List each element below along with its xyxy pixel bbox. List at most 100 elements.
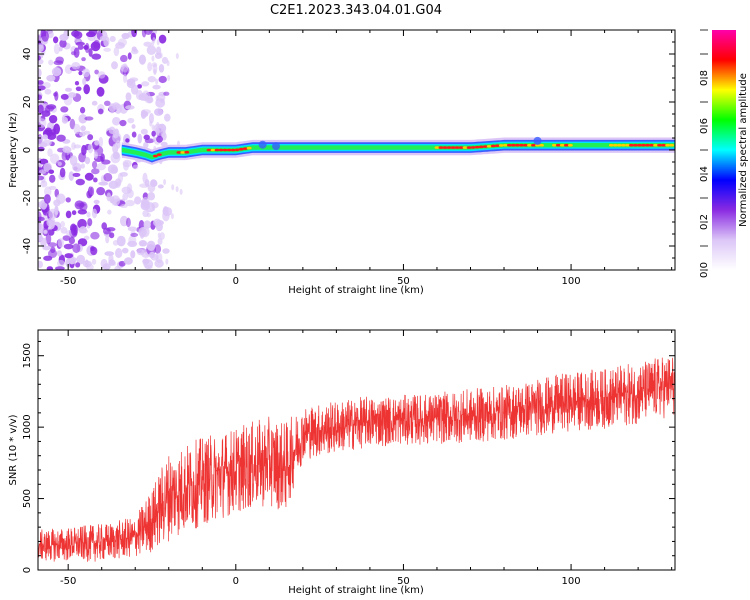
trace-core-blob xyxy=(442,146,448,149)
trace-core-blob xyxy=(246,146,252,150)
x-tick-label: -50 xyxy=(60,576,76,587)
trace-core-blob xyxy=(620,143,626,147)
snr-y-tick-labels: 0 500 1000 1500 xyxy=(22,343,33,573)
trace-core-blob xyxy=(482,145,488,148)
trace-core-blob xyxy=(612,143,618,147)
y-tick-label: 20 xyxy=(22,96,33,109)
spectrogram-x-axis-label: Height of straight line (km) xyxy=(288,285,424,296)
trace-bump xyxy=(533,136,542,145)
trace-core-blob xyxy=(152,154,158,158)
trace-core-blob xyxy=(218,148,224,152)
trace-core-blob xyxy=(637,143,642,147)
snr-x-tick-labels: -50 0 50 100 xyxy=(60,576,581,587)
trace-core-blob xyxy=(458,146,464,149)
trace-core-blob xyxy=(641,143,646,147)
trace-core-blob xyxy=(519,143,524,147)
trace-core-blob xyxy=(653,143,658,147)
trace-core-blob xyxy=(454,146,460,149)
y-tick-label: 0 xyxy=(22,147,33,153)
trace-core-blob xyxy=(450,146,456,149)
trace-core-blob xyxy=(434,146,440,149)
colorbar-tick-labels: 0.0 0.2 0.4 0.6 0.8 xyxy=(699,70,710,278)
y-tick-label: -20 xyxy=(22,190,33,206)
trace-core-blob xyxy=(669,143,675,147)
trace-core-blob xyxy=(234,148,240,152)
trace-core-blob xyxy=(238,147,244,151)
trace-core-blob xyxy=(645,143,650,147)
colorbar-tick-label: 0.0 xyxy=(699,262,710,278)
trace-core-blob xyxy=(210,148,216,152)
trace-core-blob xyxy=(539,143,544,147)
trace-core-blob xyxy=(490,144,496,148)
colorbar-gradient xyxy=(712,30,736,270)
trace-core-blob xyxy=(498,144,504,147)
y-tick-label: 0 xyxy=(22,567,33,573)
x-tick-label: 50 xyxy=(397,276,410,287)
colorbar-label: Normalized spectral amplitude xyxy=(738,73,749,227)
spectrogram-x-tick-labels: -50 0 50 100 xyxy=(60,276,581,287)
trace-core-blob xyxy=(531,143,536,147)
trace-core-blob xyxy=(665,143,671,147)
trace-core-blob xyxy=(523,143,528,147)
x-tick-label: 100 xyxy=(562,576,581,587)
trace-core-blob xyxy=(226,148,232,152)
trace-core-blob xyxy=(629,143,634,147)
spectrogram-y-axis-label: Frequency (Hz) xyxy=(8,112,19,188)
x-tick-label: -50 xyxy=(60,276,76,287)
spectrogram-signal-trace xyxy=(121,136,675,165)
trace-core-blob xyxy=(551,143,557,147)
spectrogram-panel: -50 0 50 100 -40 -20 0 20 40 Height of straight… xyxy=(8,29,676,296)
spectrogram-noise xyxy=(38,30,183,270)
trace-core-blob xyxy=(633,143,638,147)
snr-frame xyxy=(37,329,676,571)
colorbar-tick-label: 0.6 xyxy=(699,118,710,134)
trace-core-blob xyxy=(486,144,492,148)
trace-core-blob xyxy=(559,143,565,147)
trace-core-blob xyxy=(176,151,182,154)
figure-title: C2E1.2023.343.04.01.G04 xyxy=(270,3,442,18)
trace-core-blob xyxy=(515,143,520,147)
trace-bump xyxy=(258,140,267,149)
trace-core-blob xyxy=(438,146,444,149)
snr-series-line xyxy=(38,357,675,562)
y-tick-label: 500 xyxy=(22,489,33,508)
snr-x-axis-label: Height of straight line (km) xyxy=(288,585,424,596)
trace-core-blob xyxy=(470,146,476,149)
colorbar-tick-label: 0.4 xyxy=(699,166,710,182)
spectrogram-y-tick-labels: -40 -20 0 20 40 xyxy=(22,48,33,255)
trace-core-blob xyxy=(494,144,500,147)
colorbar-tick-label: 0.2 xyxy=(699,214,710,230)
colorbar-ticks xyxy=(700,29,708,271)
snr-y-axis-label: SNR (10 * v/v) xyxy=(8,414,19,485)
trace-core-blob xyxy=(502,143,508,147)
x-tick-label: 0 xyxy=(233,576,239,587)
trace-core-blob xyxy=(446,146,452,149)
x-tick-label: 0 xyxy=(233,276,239,287)
trace-core-blob xyxy=(657,143,662,147)
trace-core-blob xyxy=(180,151,186,154)
trace-core-blob xyxy=(156,153,162,156)
spectrogram-ticks xyxy=(38,29,675,271)
snr-panel: -50 0 50 100 0 500 1000 1500 Height of straigh… xyxy=(8,329,676,596)
x-tick-label: 100 xyxy=(562,276,581,287)
trace-core-blob xyxy=(184,150,190,154)
snr-ticks xyxy=(38,330,675,571)
trace-core-blob xyxy=(649,143,654,147)
trace-core-blob xyxy=(563,143,569,147)
trace-core-blob xyxy=(555,143,561,147)
x-tick-label: 50 xyxy=(397,576,410,587)
trace-core-blob xyxy=(511,143,516,147)
trace-core-blob xyxy=(462,146,468,149)
trace-core-blob xyxy=(222,148,228,152)
trace-core-blob xyxy=(527,143,532,147)
trace-core-blob xyxy=(608,143,614,147)
trace-core-blob xyxy=(230,148,236,152)
y-tick-label: -40 xyxy=(22,238,33,254)
y-tick-label: 1500 xyxy=(22,343,33,368)
trace-core-blob xyxy=(478,145,484,149)
trace-core-blob xyxy=(214,148,220,152)
trace-core-blob xyxy=(616,143,622,147)
trace-core-blob xyxy=(242,147,248,150)
trace-core-blob xyxy=(661,143,667,147)
